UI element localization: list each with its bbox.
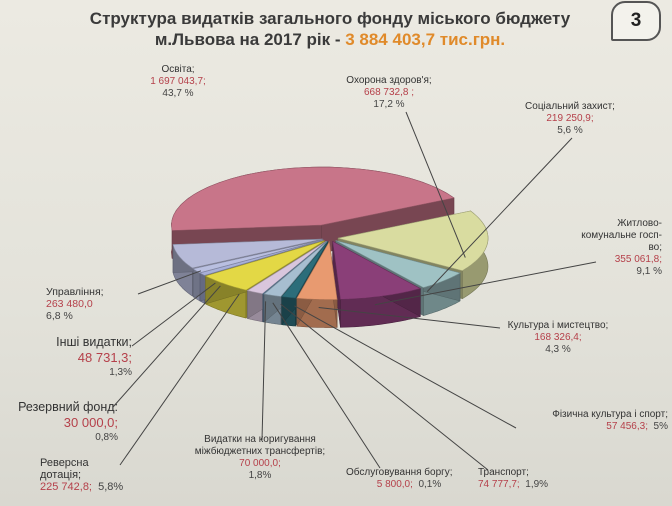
title-line-1: Структура видатків загального фонду місь… bbox=[89, 9, 571, 28]
slice-value: 219 250,9; bbox=[546, 113, 594, 124]
pie-slice-5 bbox=[281, 241, 329, 299]
label-zdorovia: Охорона здоров'я; 668 732,8 ; 17,2 % bbox=[318, 75, 460, 111]
slice-name: Культура і мистецтво; bbox=[507, 320, 609, 331]
slide-number-badge: 3 bbox=[611, 1, 661, 41]
slice-value: 5 800,0; bbox=[376, 479, 413, 490]
title-total: 3 884 403,7 тис.грн. bbox=[345, 30, 506, 49]
label-rezervnyi: Резервний фонд: 30 000,0; 0,8% bbox=[6, 400, 118, 445]
pie-slice-7 bbox=[262, 241, 327, 295]
slice-value: 168 326,4; bbox=[534, 332, 582, 343]
leader-line-5 bbox=[294, 305, 517, 429]
leader-line-2 bbox=[426, 137, 573, 292]
pie-slice-10 bbox=[199, 239, 324, 276]
slice-name: Реверсна дотація; bbox=[40, 457, 89, 481]
slice-value: 668 732,8 ; bbox=[363, 87, 415, 98]
leader-line-1 bbox=[405, 111, 466, 258]
label-osvita: Освіта; 1 697 043,7; 43,7 % bbox=[118, 64, 238, 100]
label-borg: Обслуговування боргу; 5 800,0; 0,1% bbox=[346, 467, 472, 491]
pie-slice-4 bbox=[296, 240, 338, 300]
slice-value: 1 697 043,7; bbox=[150, 76, 206, 87]
slice-percent: 43,7 % bbox=[162, 88, 194, 99]
slice-percent: 0,8% bbox=[95, 432, 118, 443]
leader-line-9 bbox=[119, 293, 240, 466]
pie-slice-3 bbox=[332, 240, 422, 300]
slice-percent: 6,8 % bbox=[46, 310, 73, 322]
slice-name: Обслуговування боргу; bbox=[346, 467, 453, 478]
slice-percent: 5,8% bbox=[98, 481, 124, 493]
slice-name: Соціальний захист; bbox=[525, 101, 615, 112]
title-dash: - bbox=[330, 30, 346, 49]
leader-line-10 bbox=[112, 285, 221, 408]
label-inshi: Інші видатки; 48 731,3; 1,3% bbox=[40, 335, 132, 380]
label-upravlinnia: Управління; 263 480,0 6,8 % bbox=[46, 286, 136, 322]
slice-percent: 1,3% bbox=[109, 367, 132, 378]
title-year: м.Львова на 2017 рік bbox=[154, 30, 331, 49]
label-reversna: Реверсна дотація; 225 742,8; 5,8% bbox=[40, 457, 132, 493]
label-sotsialnyi: Соціальний захист; 219 250,9; 5,6 % bbox=[515, 101, 625, 137]
slice-name: Інші видатки; bbox=[56, 335, 132, 349]
slice-percent: 9,1 % bbox=[636, 266, 662, 277]
slice-value: 263 480,0 bbox=[46, 298, 93, 310]
slice-percent: 17,2 % bbox=[373, 99, 405, 110]
slice-percent: 1,8% bbox=[248, 470, 272, 481]
slice-name: Резервний фонд: bbox=[18, 400, 118, 414]
slice-name: Управління; bbox=[46, 286, 104, 298]
leader-line-6 bbox=[280, 303, 489, 471]
leader-line-11 bbox=[131, 282, 216, 347]
slice-percent: 5% bbox=[653, 421, 668, 432]
leader-line-4 bbox=[318, 307, 501, 329]
slice-value: 225 742,8; bbox=[40, 481, 92, 493]
pie-slice-8 bbox=[246, 240, 327, 295]
pie-slice-9 bbox=[204, 240, 325, 291]
slice-percent: 1,9% bbox=[525, 479, 549, 490]
label-zhytlovo: Житлово-комунальне госп-во; 355 061,8; 9… bbox=[580, 218, 662, 278]
title-line-2: м.Львова на 2017 рік - 3 884 403,7 тис.г… bbox=[60, 29, 600, 50]
leader-lines bbox=[112, 111, 597, 471]
label-sport: Фізична культура і спорт; 57 456,3; 5% bbox=[508, 409, 668, 433]
pie-slices bbox=[171, 166, 489, 328]
slice-name: Транспорт; bbox=[478, 467, 529, 478]
slice-value: 355 061,8; bbox=[614, 254, 662, 265]
label-kultura: Культура і мистецтво; 168 326,4; 4,3 % bbox=[496, 320, 620, 356]
slice-value: 74 777,7; bbox=[478, 479, 520, 490]
pie-slice-11 bbox=[192, 239, 324, 274]
slice-value: 57 456,3; bbox=[606, 421, 648, 432]
slice-value: 48 731,3; bbox=[77, 350, 132, 365]
label-koryguvannia: Видатки на коригування міжбюджетних тран… bbox=[190, 434, 330, 482]
pie-slice-6 bbox=[263, 241, 328, 297]
slice-percent: 5,6 % bbox=[557, 125, 583, 136]
slice-name: Житлово-комунальне госп-во; bbox=[581, 218, 662, 253]
chart-title: Структура видатків загального фонду місь… bbox=[60, 8, 600, 50]
slice-name: Фізична культура і спорт; bbox=[552, 409, 668, 420]
leader-line-7 bbox=[272, 302, 381, 469]
label-transport: Транспорт; 74 777,7; 1,9% bbox=[478, 467, 564, 491]
slice-name: Охорона здоров'я; bbox=[346, 75, 432, 86]
leader-line-8 bbox=[261, 301, 267, 441]
leader-line-12 bbox=[137, 270, 202, 295]
pie-slice-12 bbox=[172, 238, 323, 269]
slice-percent: 4,3 % bbox=[545, 344, 571, 355]
slice-value: 30 000,0; bbox=[63, 415, 118, 430]
slice-percent: 0,1% bbox=[418, 479, 442, 490]
leader-line-3 bbox=[374, 261, 597, 306]
pie-slice-2 bbox=[335, 240, 461, 288]
slice-name: Видатки на коригування міжбюджетних тран… bbox=[194, 434, 326, 457]
slice-value: 70 000,0; bbox=[239, 458, 281, 469]
pie-slice-1 bbox=[337, 210, 489, 272]
slice-name: Освіта; bbox=[161, 64, 195, 75]
pie-slice-0 bbox=[171, 166, 455, 231]
